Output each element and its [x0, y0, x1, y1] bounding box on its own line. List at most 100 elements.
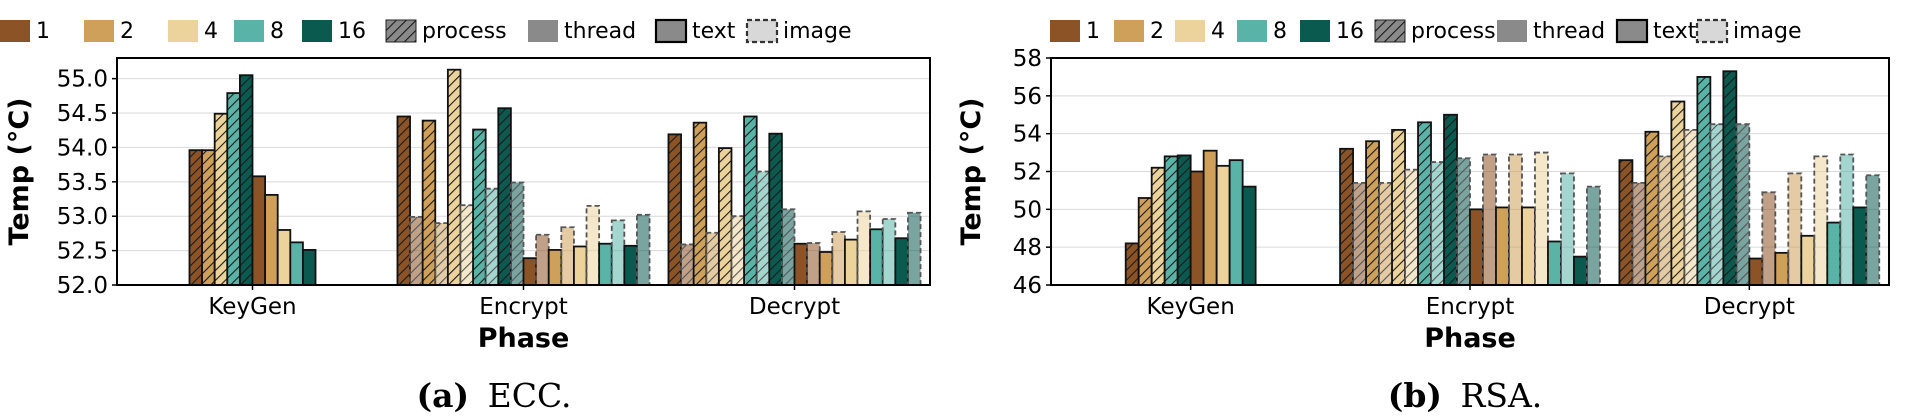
bar-encrypt-4-thread-text: [573, 246, 587, 285]
bar-decrypt-2-thread-text: [1775, 252, 1789, 285]
bar-hatch: [447, 69, 461, 285]
bar-hatch: [1697, 76, 1711, 286]
legend-swatch-image: [745, 18, 779, 44]
bar-hatch: [718, 148, 732, 285]
legend-swatch-4: [168, 20, 198, 42]
legend-swatch-4: [1175, 20, 1205, 42]
bar-decrypt-4-thread-text: [1801, 235, 1815, 285]
bar-hatch: [1125, 243, 1139, 285]
legend-label-2: 2: [1150, 19, 1164, 44]
bar-outline: [831, 231, 846, 286]
bar-decrypt-16-thread-text: [1853, 207, 1867, 285]
bar-encrypt-8-thread-text: [1547, 241, 1561, 285]
legend-swatch-1: [0, 20, 30, 42]
y-tick-label: 54.5: [57, 101, 108, 127]
bar-encrypt-16-thread-text: [1573, 256, 1587, 285]
y-tick-label: 46: [1013, 273, 1042, 299]
bar-encrypt-4-thread-image: [586, 205, 600, 285]
bar-hatch: [1405, 169, 1419, 285]
bar-hatch: [227, 93, 240, 285]
bar-hatch: [668, 134, 682, 285]
bar-hatch: [1164, 156, 1178, 285]
x-axis-label: Phase: [478, 323, 570, 354]
y-tick-label: 48: [1013, 235, 1042, 261]
y-tick-label: 52.0: [57, 273, 108, 299]
legend-label-image: image: [783, 19, 852, 44]
bar-hatch: [435, 223, 448, 285]
y-tick-label: 52.5: [57, 239, 108, 265]
y-tick-label: 54: [1013, 122, 1042, 148]
legend-label-4: 4: [204, 19, 218, 44]
legend-label-8: 8: [1273, 19, 1287, 44]
bar-decrypt-8-thread-image: [1840, 154, 1854, 285]
x-tick-label: Decrypt: [749, 294, 840, 320]
bar-keygen-16-thread-text: [302, 249, 316, 285]
bar-keygen-16-thread-text: [1242, 186, 1256, 285]
bar-hatch: [397, 116, 411, 285]
bar-hatch: [1366, 141, 1380, 285]
bar-outline: [1534, 151, 1549, 286]
bar-hatch: [1353, 182, 1367, 285]
bar-hatch: [1723, 71, 1737, 285]
bar-hatch: [1645, 131, 1659, 285]
bar-encrypt-1-thread-image: [536, 234, 549, 285]
bar-hatch: [460, 205, 474, 285]
bar-encrypt-16-thread-text: [624, 245, 637, 285]
legend-label-4: 4: [1211, 19, 1225, 44]
bar-decrypt-1-thread-text: [1749, 258, 1763, 285]
legend-swatch-text: [1615, 18, 1649, 44]
legend-swatch-image: [1695, 18, 1729, 44]
bar-hatch: [1619, 160, 1633, 285]
bar-decrypt-4-thread-image: [1814, 156, 1828, 285]
y-tick-label: 52: [1013, 160, 1042, 186]
bar-keygen-1-thread-text: [252, 176, 266, 285]
bar-hatch: [239, 75, 253, 286]
legend-swatch-8: [234, 20, 264, 42]
legend-label-text: text: [692, 19, 736, 44]
bar-hatch: [1392, 129, 1406, 285]
bar-encrypt-8-thread-text: [599, 243, 612, 285]
x-tick-label: Encrypt: [479, 294, 567, 320]
legend-label-16: 16: [338, 19, 366, 44]
bar-hatch: [1379, 182, 1393, 285]
bar-keygen-4-thread-text: [277, 229, 291, 285]
bar-hatch: [756, 171, 770, 285]
bar-hatch: [1418, 122, 1432, 285]
bar-keygen-8-thread-text: [290, 242, 303, 285]
bar-decrypt-8-thread-image: [882, 218, 896, 285]
bar-decrypt-4-thread-image: [857, 211, 871, 285]
x-tick-label: Decrypt: [1704, 294, 1795, 320]
bar-outline: [535, 233, 550, 286]
bar-encrypt-1-thread-image: [1482, 154, 1496, 285]
bar-hatch: [1431, 162, 1445, 285]
legend-label-1: 1: [36, 19, 50, 44]
x-tick-label: Encrypt: [1426, 294, 1514, 320]
bar-encrypt-4-thread-image: [1534, 152, 1548, 285]
y-tick-label: 53.5: [57, 170, 108, 196]
legend-swatch-8: [1237, 20, 1267, 42]
bar-hatch: [1457, 158, 1470, 285]
legend-swatch-2: [84, 20, 114, 42]
bar-hatch: [498, 108, 511, 285]
bar-hatch: [744, 116, 757, 285]
legend-swatch-2: [1114, 20, 1144, 42]
bar-encrypt-2-thread-text: [548, 249, 562, 285]
x-tick-label: KeyGen: [1147, 294, 1235, 320]
legend-label-text: text: [1653, 19, 1697, 44]
legend-rsa: 1 2 4 8 16 process thread text image: [1050, 18, 1802, 44]
legend-swatch-1: [1050, 20, 1080, 42]
bar-hatch: [410, 216, 423, 285]
bar-hatch: [693, 122, 707, 285]
y-tick-label: 53.0: [57, 204, 108, 230]
legend-label-16: 16: [1336, 19, 1364, 44]
bar-keygen-8-thread-text: [1229, 160, 1243, 285]
bar-decrypt-1-thread-image: [1762, 192, 1776, 285]
legend-label-image: image: [1733, 19, 1802, 44]
bar-decrypt-1-thread-image: [807, 243, 820, 285]
bar-outline: [730, 215, 745, 286]
legend-label-thread: thread: [1533, 19, 1605, 44]
bar-decrypt-8-thread-text: [870, 229, 883, 285]
legend-ecc: 1 2 4 8 16 process thread text image: [0, 18, 852, 44]
bar-hatch: [422, 120, 436, 285]
